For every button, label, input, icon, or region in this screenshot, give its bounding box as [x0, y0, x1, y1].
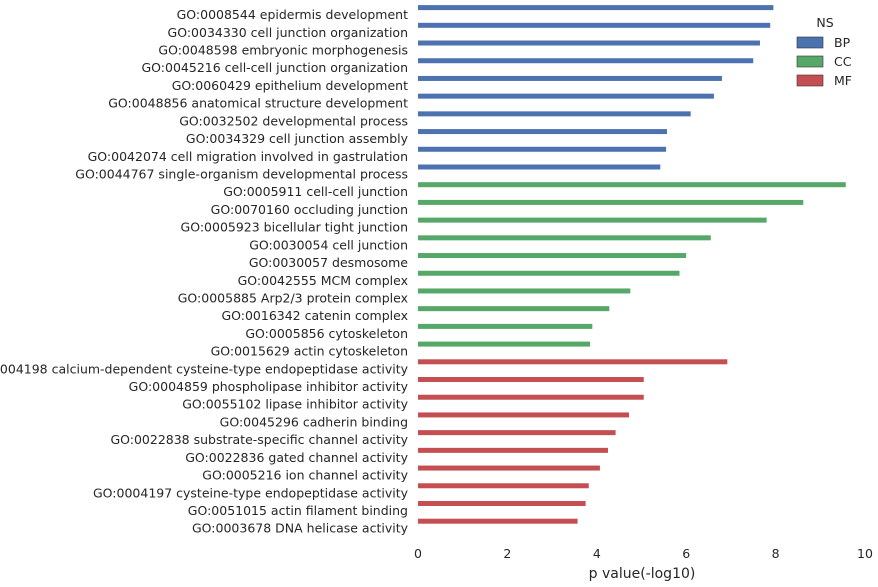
category-label: GO:0005856 cytoskeleton	[245, 326, 408, 341]
x-tick-label: 8	[772, 546, 780, 561]
category-label: GO:0030057 desmosome	[249, 255, 408, 270]
legend-swatch-mf	[796, 74, 824, 87]
bar-mf	[418, 394, 644, 400]
x-tick-label: 2	[503, 546, 511, 561]
bar-bp	[418, 22, 771, 28]
category-label: GO:0022836 gated channel activity	[185, 450, 408, 465]
category-label: GO:0055102 lipase inhibitor activity	[182, 397, 408, 412]
bar-mf	[418, 412, 629, 418]
x-axis-title: p value(-log10)	[589, 566, 696, 582]
bar-cc	[418, 235, 711, 241]
category-label: GO:0060429 epithelium development	[172, 78, 408, 93]
bar-mf	[418, 359, 728, 365]
category-label: GO:0044767 single-organism developmental…	[75, 166, 408, 181]
category-label: GO:0034330 cell junction organization	[168, 25, 408, 40]
bar-mf	[418, 518, 578, 524]
bar-mf	[418, 377, 644, 383]
bar-bp	[418, 93, 714, 99]
legend-label: BP	[834, 35, 851, 50]
category-label: GO:0005923 bicellular tight junction	[181, 220, 408, 235]
bar-bp	[418, 58, 754, 64]
bar-cc	[418, 270, 680, 276]
legend: NS BP CC MF	[796, 15, 852, 88]
category-label: GO:0048856 anatomical structure developm…	[108, 96, 408, 111]
category-label: GO:0045296 cadherin binding	[220, 414, 408, 429]
category-label: GO:0034329 cell junction assembly	[186, 131, 409, 146]
x-tick-label: 0	[414, 546, 422, 561]
bar-mf	[418, 447, 608, 453]
bar-mf	[418, 483, 589, 489]
bar-cc	[418, 323, 593, 329]
category-label: GO:0022838 substrate-specific channel ac…	[110, 432, 408, 447]
category-label: GO:0042074 cell migration involved in ga…	[88, 149, 408, 164]
bar-mf	[418, 465, 600, 471]
bar-bp	[418, 111, 691, 117]
bar-cc	[418, 288, 631, 294]
category-label: GO:0042555 MCM complex	[238, 273, 408, 288]
bar-cc	[418, 306, 610, 312]
bar-bp	[418, 129, 667, 135]
bar-mf	[418, 500, 586, 506]
category-label: GO:0051015 actin filament binding	[188, 503, 408, 518]
bar-cc	[418, 217, 767, 223]
category-label: GO:0005885 Arp2/3 protein complex	[178, 290, 408, 305]
legend-label: MF	[834, 73, 852, 88]
category-label: GO:0008544 epidermis development	[177, 7, 408, 22]
category-label: GO:0030054 cell junction	[249, 237, 408, 252]
category-label: GO:0003678 DNA helicase activity	[192, 521, 409, 536]
legend-label: CC	[834, 54, 852, 69]
category-label: GO:0005216 ion channel activity	[202, 468, 408, 483]
bars-group	[418, 5, 846, 524]
category-label: GO:0045216 cell-cell junction organizati…	[142, 60, 409, 75]
category-label: GO:0015629 actin cytoskeleton	[211, 344, 408, 359]
bar-cc	[418, 199, 804, 205]
x-tick-label: 10	[857, 546, 873, 561]
bar-bp	[418, 75, 722, 81]
category-label: GO:0004197 cysteine-type endopeptidase a…	[93, 485, 409, 500]
x-tick-labels-group: 0 2 4 6 8 10	[414, 546, 873, 561]
category-label: GO:0004198 calcium-dependent cysteine-ty…	[0, 361, 409, 376]
bar-bp	[418, 5, 774, 11]
x-tick-label: 6	[682, 546, 690, 561]
bar-cc	[418, 341, 591, 347]
category-label: GO:0005911 cell-cell junction	[223, 184, 408, 199]
legend-swatch-bp	[796, 36, 824, 49]
bar-cc	[418, 253, 687, 259]
bar-bp	[418, 164, 661, 170]
legend-swatch-cc	[796, 55, 824, 68]
bar-mf	[418, 430, 616, 436]
category-labels-group: GO:0008544 epidermis development GO:00343…	[0, 7, 409, 536]
category-label: GO:0016342 catenin complex	[221, 308, 408, 323]
bar-cc	[418, 182, 846, 188]
category-label: GO:0032502 developmental process	[179, 113, 408, 128]
x-tick-label: 4	[593, 546, 601, 561]
bar-bp	[418, 40, 760, 46]
bar-bp	[418, 146, 667, 152]
category-label: GO:0048598 embryonic morphogenesis	[158, 43, 408, 58]
legend-title: NS	[816, 15, 833, 30]
category-label: GO:0070160 occluding junction	[211, 202, 408, 217]
category-label: GO:0004859 phospholipase inhibitor activ…	[129, 379, 409, 394]
